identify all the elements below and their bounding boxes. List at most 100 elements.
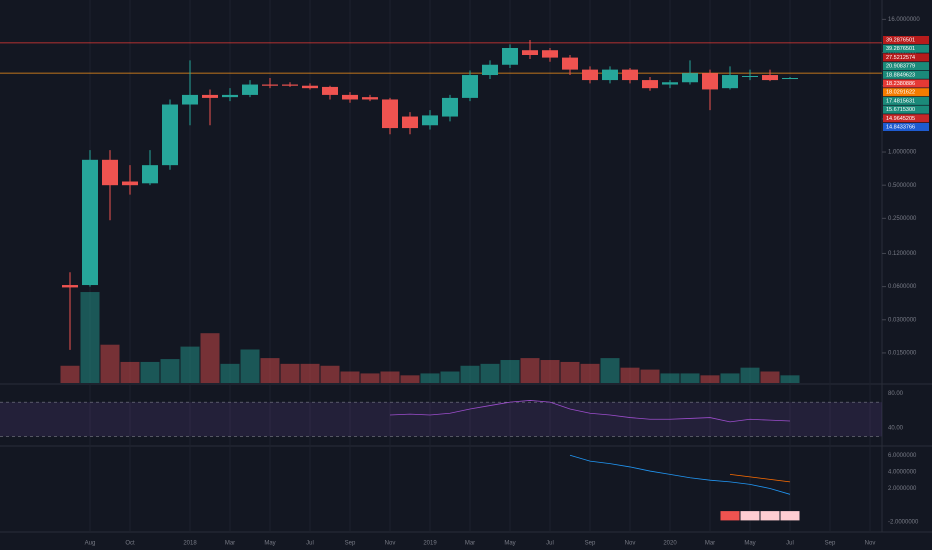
price-label-box: [883, 105, 929, 114]
price-label: 15.6715300: [886, 107, 915, 113]
volume-bar: [520, 358, 540, 383]
price-label: 20.9083779: [886, 64, 915, 70]
candle-body: [662, 82, 678, 85]
volume-bar: [180, 346, 200, 383]
price-label-box: [883, 36, 929, 44]
volume-bar: [320, 365, 340, 383]
volume-bar: [200, 333, 220, 383]
volume-bar: [460, 365, 480, 383]
volume-bar: [240, 349, 260, 383]
candle-body: [642, 80, 658, 89]
x-tick-label: Mar: [705, 541, 715, 547]
price-label: 27.5212574: [886, 55, 915, 61]
macd-tick-label: 4.0000000: [888, 469, 917, 475]
volume-bar: [760, 371, 780, 383]
volume-bar: [160, 359, 180, 383]
x-tick-label: Jul: [546, 541, 554, 547]
volume-bar: [100, 344, 120, 383]
price-label: 18.0291622: [886, 90, 915, 96]
volume-bar: [380, 371, 400, 383]
candle-body: [602, 69, 618, 81]
volume-bar: [660, 373, 680, 383]
volume-bar: [720, 373, 740, 383]
candle-body: [162, 104, 178, 166]
y-tick-label: 0.0300000: [888, 317, 917, 323]
volume-bar: [260, 358, 280, 383]
x-tick-label: Aug: [85, 541, 96, 547]
volume-bar: [480, 363, 500, 383]
volume-bar: [60, 365, 80, 383]
candle-body: [242, 84, 258, 95]
candle-body: [522, 50, 538, 56]
y-tick-label: 8.0000000: [888, 50, 917, 56]
rsi-line: [389, 400, 791, 423]
candle-body: [442, 97, 458, 117]
candle-body: [502, 47, 518, 65]
candle-body: [462, 75, 478, 98]
y-tick-label: 0.2500000: [888, 216, 917, 222]
candle-body: [122, 181, 138, 186]
candle-body: [742, 76, 758, 78]
volume-bar: [500, 360, 520, 383]
volume-bar: [220, 363, 240, 383]
candle-body: [482, 64, 498, 76]
candle-body: [562, 57, 578, 70]
y-tick-label: 16.0000000: [888, 17, 920, 23]
volume-bar: [540, 360, 560, 383]
macd-tick-label: -2.0000000: [888, 519, 919, 525]
price-label: 17.4815631: [886, 98, 915, 104]
candle-body: [82, 159, 98, 286]
macd-histogram-bar: [780, 511, 800, 521]
candle-body: [622, 69, 638, 81]
x-tick-label: Sep: [585, 541, 596, 547]
x-tick-label: May: [264, 541, 275, 547]
price-label: 39.2876501: [886, 46, 915, 52]
volume-bar: [600, 358, 620, 383]
x-tick-label: Jul: [786, 541, 794, 547]
candle-body: [222, 94, 238, 98]
volume-bar: [140, 361, 160, 383]
price-label-box: [883, 123, 929, 131]
candle-body: [362, 97, 378, 100]
price-label: 18.2380886: [886, 81, 915, 87]
y-tick-label: 1.0000000: [888, 150, 917, 156]
volume-bar: [580, 363, 600, 383]
volume-bar: [620, 367, 640, 383]
candle-body: [782, 77, 798, 80]
y-tick-label: 0.5000000: [888, 183, 917, 189]
candle-body: [62, 285, 78, 288]
rsi-tick-label: 40.00: [888, 425, 904, 431]
candle-body: [322, 86, 338, 95]
volume-bar: [740, 367, 760, 383]
y-tick-label: 0.1200000: [888, 251, 917, 257]
volume-bar: [300, 363, 320, 383]
volume-bar: [340, 371, 360, 383]
candle-body: [682, 73, 698, 83]
price-label-box: [883, 96, 929, 105]
price-label-box: [883, 79, 929, 88]
candle-body: [422, 115, 438, 126]
volume-bar: [80, 292, 100, 383]
x-tick-label: Sep: [825, 541, 836, 547]
price-label-box: [883, 70, 929, 79]
rsi-tick-label: 80.00: [888, 391, 904, 397]
x-tick-label: Jul: [306, 541, 314, 547]
x-tick-label: Nov: [625, 541, 636, 547]
x-tick-label: 2020: [663, 541, 677, 547]
macd-line: [569, 454, 791, 495]
macd-histogram-bar: [740, 511, 760, 521]
volume-bar: [560, 361, 580, 383]
price-label-box: [883, 53, 929, 62]
volume-bar: [280, 363, 300, 383]
macd-histogram-bar: [760, 511, 780, 521]
volume-bar: [360, 373, 380, 383]
candle-body: [102, 159, 118, 186]
x-tick-label: Sep: [345, 541, 356, 547]
price-label-box: [883, 114, 929, 123]
candle-body: [702, 73, 718, 90]
candle-body: [762, 75, 778, 81]
x-tick-label: Mar: [225, 541, 235, 547]
volume-bar: [680, 373, 700, 383]
candle-body: [582, 69, 598, 81]
